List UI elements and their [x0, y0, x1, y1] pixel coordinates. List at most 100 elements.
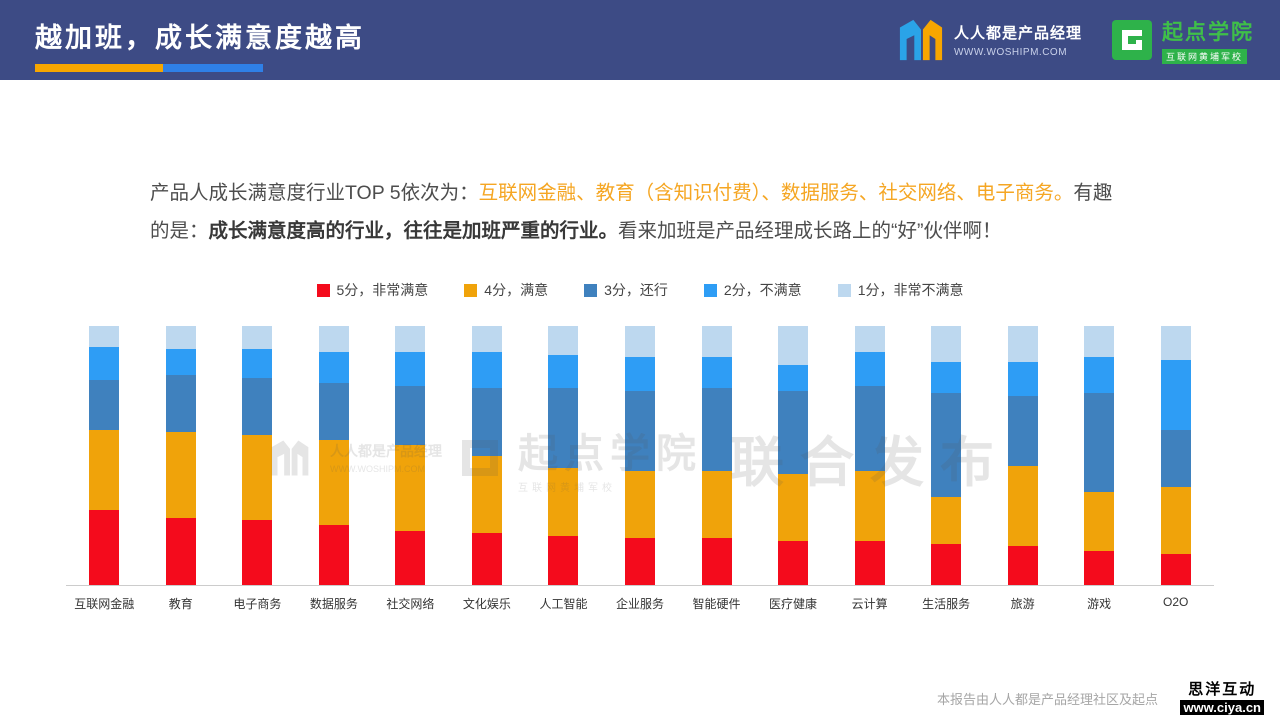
legend-label: 3分，还行: [604, 282, 668, 298]
bar-segment: [395, 326, 426, 352]
bar-column: [678, 326, 755, 585]
legend-label: 2分，不满意: [723, 282, 802, 298]
qidian-square-icon: [1112, 20, 1152, 60]
bar-segment: [1084, 357, 1115, 394]
woshipm-m-icon: [899, 19, 943, 61]
woshipm-logo-text: 人人都是产品经理 WWW.WOSHIPM.COM: [954, 22, 1082, 58]
bar-stack: [165, 326, 196, 585]
bar-stack: [1084, 326, 1115, 585]
bar-stack: [89, 326, 120, 585]
bar-segment: [548, 388, 579, 469]
bar-stack: [318, 326, 349, 585]
bar-segment: [931, 543, 962, 585]
axis-category-label: 人工智能: [539, 597, 588, 611]
bar-segment: [1084, 491, 1115, 552]
bar-segment: [1160, 486, 1191, 554]
bar-column: [296, 326, 373, 585]
bar-segment: [1007, 465, 1038, 547]
bar-segment: [1160, 326, 1191, 360]
bar-segment: [89, 326, 120, 347]
bar-stack: [854, 326, 885, 585]
bar-stack: [1007, 326, 1038, 585]
bar-segment: [624, 326, 655, 358]
bar-segment: [165, 432, 196, 518]
bar-segment: [395, 445, 426, 531]
woshipm-name: 人人都是产品经理: [953, 25, 1082, 42]
bar-segment: [854, 385, 885, 472]
axis-category-label: 数据服务: [309, 597, 358, 611]
bar-segment: [548, 535, 579, 585]
legend-item: 5分，非常满意: [316, 280, 429, 300]
footer-credit: 本报告由人人都是产品经理社区及起点: [936, 692, 1158, 707]
bar-segment: [548, 354, 579, 389]
axis-category-label: 电子商务: [233, 597, 282, 611]
qidian-logo: 起点学院 互联网黄埔军校: [1112, 16, 1254, 65]
bar-segment: [931, 496, 962, 544]
stacked-bar-chart: 人人都是产品经理 WWW.WOSHIPM.COM 起点学院 互联网黄埔军校 联合…: [66, 326, 1214, 612]
ciya-brand: 思洋互动: [1188, 681, 1257, 698]
legend-swatch: [837, 283, 851, 297]
bar-column: [143, 326, 220, 585]
bar-segment: [89, 429, 120, 510]
bar-column: [449, 326, 526, 585]
legend-swatch: [316, 283, 330, 297]
qidian-logo-text: 起点学院 互联网黄埔军校: [1162, 16, 1254, 65]
axis-category-label: 企业服务: [615, 597, 664, 611]
bar-segment: [395, 530, 426, 585]
bar-segment: [165, 326, 196, 350]
axis-category-label: 社交网络: [386, 597, 435, 611]
page-title: 越加班，成长满意度越高: [35, 23, 365, 53]
bar-segment: [1160, 553, 1191, 585]
bar-stack: [1160, 326, 1191, 585]
bar-segment: [778, 540, 809, 585]
bar-segment: [624, 538, 655, 585]
header-logos: 人人都是产品经理 WWW.WOSHIPM.COM 起点学院 互联网黄埔军校: [898, 0, 1280, 80]
bar-segment: [242, 349, 273, 378]
bar-segment: [624, 390, 655, 472]
bar-segment: [778, 326, 809, 365]
bar-segment: [471, 533, 502, 585]
bar-segment: [318, 525, 349, 585]
bar-segment: [931, 393, 962, 497]
bar-segment: [1007, 362, 1038, 396]
bar-segment: [854, 326, 885, 352]
intro-highlight: 互联网金融、教育（含知识付费）、数据服务、社交网络、电子商务。: [478, 182, 1074, 204]
bar-segment: [701, 357, 732, 389]
bar-segment: [318, 383, 349, 440]
bar-segment: [854, 351, 885, 386]
bar-stack: [548, 326, 579, 585]
bar-column: [1137, 326, 1214, 585]
legend-label: 1分，非常不满意: [857, 282, 964, 298]
woshipm-url: WWW.WOSHIPM.COM: [953, 47, 1068, 58]
bar-segment: [318, 326, 349, 352]
x-axis-labels: 互联网金融 教育 电子商务 数据服务 社交网络 文化娱乐 人工智能 企业服务 智能硬件 医疗健康 云…: [66, 586, 1214, 612]
woshipm-logo: 人人都是产品经理 WWW.WOSHIPM.COM: [898, 19, 1082, 61]
bar-stacks-area: [66, 326, 1214, 586]
bar-stack: [471, 326, 502, 585]
legend-item: 3分，还行: [584, 280, 668, 300]
bar-segment: [624, 357, 655, 391]
bar-stack: [395, 326, 426, 585]
title-underline: [35, 64, 365, 72]
bar-segment: [395, 351, 426, 386]
qidian-subtitle: 互联网黄埔军校: [1162, 48, 1248, 64]
bar-segment: [778, 390, 809, 474]
bar-column: [525, 326, 602, 585]
axis-category-label: 游戏: [1087, 597, 1112, 611]
bar-column: [219, 326, 296, 585]
axis-category-label: 互联网金融: [74, 597, 135, 611]
axis-category-label: 生活服务: [922, 597, 971, 611]
bar-segment: [854, 471, 885, 541]
title-underline-blue: [163, 64, 263, 72]
intro-prefix: 产品人成长满意度行业TOP 5依次为：: [150, 182, 479, 204]
legend-label: 5分，非常满意: [336, 282, 429, 298]
axis-category-label: 文化娱乐: [462, 597, 511, 611]
chart-legend: 5分，非常满意 4分，满意 3分，还行 2分，不满意 1分，非常不满意: [0, 280, 1280, 300]
legend-item: 1分，非常不满意: [837, 280, 964, 300]
bar-segment: [701, 538, 732, 585]
bar-segment: [548, 326, 579, 355]
bar-segment: [89, 509, 120, 585]
bar-segment: [1160, 359, 1191, 430]
bar-segment: [89, 380, 120, 430]
